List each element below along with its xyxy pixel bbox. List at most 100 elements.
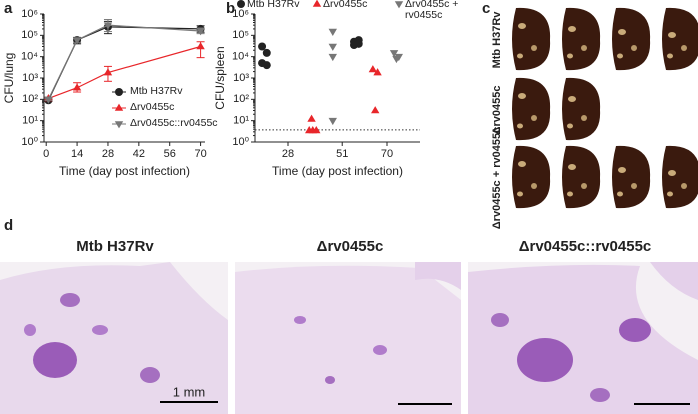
series-line: [47, 24, 201, 100]
marker: [328, 28, 337, 36]
marker: [72, 83, 82, 91]
marker: [368, 65, 378, 73]
lesion: [568, 96, 576, 102]
marker: [196, 42, 205, 50]
panel-label: d: [4, 217, 13, 234]
marker: [258, 42, 267, 51]
x-tick-label: 70: [381, 148, 393, 160]
lesion: [517, 191, 523, 197]
y-tick-label: 10⁰: [232, 136, 249, 148]
spleen: [562, 77, 601, 141]
lesion: [581, 183, 587, 189]
lesion: [681, 183, 687, 189]
marker: [196, 28, 205, 36]
marker: [307, 114, 316, 122]
lesion: [531, 183, 537, 189]
marker: [328, 117, 337, 126]
legend-label: Δrv0455c + rv0455c: [405, 0, 459, 21]
spleen: [512, 145, 551, 209]
lesion: [517, 53, 523, 59]
lesion: [567, 123, 573, 129]
histology-image: 1 mm: [0, 262, 228, 414]
x-tick-label: 28: [102, 148, 114, 160]
y-tick-label: 10³: [22, 72, 38, 84]
legend-label-box: Δrv0455c + rv0455c: [405, 0, 459, 21]
lesion: [667, 191, 673, 197]
y-axis-label: CFU/spleen: [213, 46, 227, 109]
marker: [394, 1, 404, 9]
row-label: Δrv0455c: [491, 86, 503, 135]
y-tick-label: 10⁴: [232, 51, 249, 63]
histology-title: Δrv0455c: [317, 238, 384, 255]
marker: [114, 121, 124, 129]
lesion: [518, 161, 526, 167]
marker: [237, 0, 245, 8]
marker: [115, 88, 123, 96]
scale-bar-label: 1 mm: [173, 384, 206, 399]
histology-image: [468, 262, 698, 414]
x-tick-label: 70: [194, 148, 206, 160]
lesion: [581, 45, 587, 51]
row-label: Mtb H37Rv: [491, 11, 503, 69]
lesion: [568, 164, 576, 170]
spleen: [562, 145, 601, 209]
x-tick-label: 0: [43, 148, 49, 160]
y-tick-label: 10⁶: [232, 8, 249, 20]
lesion: [617, 191, 623, 197]
x-tick-label: 56: [164, 148, 176, 160]
y-tick-label: 10³: [233, 72, 249, 84]
lesion: [617, 53, 623, 59]
legend-label: Δrv0455c: [323, 0, 368, 10]
marker: [354, 39, 363, 48]
marker: [392, 55, 401, 64]
series-line: [48, 45, 201, 100]
histology-title: Δrv0455c::rv0455c: [519, 238, 652, 255]
histology-image: [235, 262, 461, 414]
marker: [72, 37, 82, 45]
x-axis-label: Time (day post infection): [272, 164, 403, 178]
lesion: [567, 191, 573, 197]
lesion: [618, 167, 626, 173]
lesion: [667, 53, 673, 59]
legend-label-box: Mtb H37Rv: [247, 0, 300, 10]
marker: [44, 96, 53, 104]
y-tick-label: 10⁵: [232, 29, 249, 41]
marker: [262, 61, 271, 70]
legend-label: Mtb H37Rv: [130, 86, 183, 97]
legend-label: Δrv0455c::rv0455c: [130, 118, 218, 129]
y-tick-label: 10²: [22, 93, 38, 105]
row-label: Δrv0455c + rv0455c: [491, 127, 503, 229]
x-tick-label: 42: [133, 148, 145, 160]
legend-label: Δrv0455c: [130, 102, 175, 113]
panel-label: b: [226, 0, 235, 17]
y-axis-label: CFU/lung: [2, 53, 16, 104]
panel-label: a: [4, 0, 13, 17]
marker: [371, 106, 380, 114]
y-tick-label: 10⁴: [21, 51, 38, 63]
y-tick-label: 10⁵: [21, 29, 38, 41]
marker: [389, 50, 399, 58]
x-tick-label: 14: [71, 148, 83, 160]
spleen: [612, 145, 651, 209]
lesion: [631, 183, 637, 189]
lesion: [567, 53, 573, 59]
marker: [312, 0, 322, 7]
marker: [328, 43, 337, 51]
spleen: [612, 7, 651, 71]
marker: [103, 68, 113, 76]
y-tick-label: 10¹: [22, 115, 38, 127]
lesion: [518, 23, 526, 29]
marker: [114, 103, 124, 111]
spleen: [512, 7, 551, 71]
lesion: [681, 45, 687, 51]
marker: [103, 22, 113, 30]
legend-label-box: Δrv0455c: [323, 0, 368, 10]
spleen: [662, 145, 698, 209]
panel-label: c: [482, 0, 490, 17]
spleen: [662, 7, 698, 71]
legend-label: Mtb H37Rv: [247, 0, 300, 10]
lesion: [581, 115, 587, 121]
x-tick-label: 51: [336, 148, 348, 160]
legend-label-box: Mtb H37Rv: [130, 86, 183, 97]
